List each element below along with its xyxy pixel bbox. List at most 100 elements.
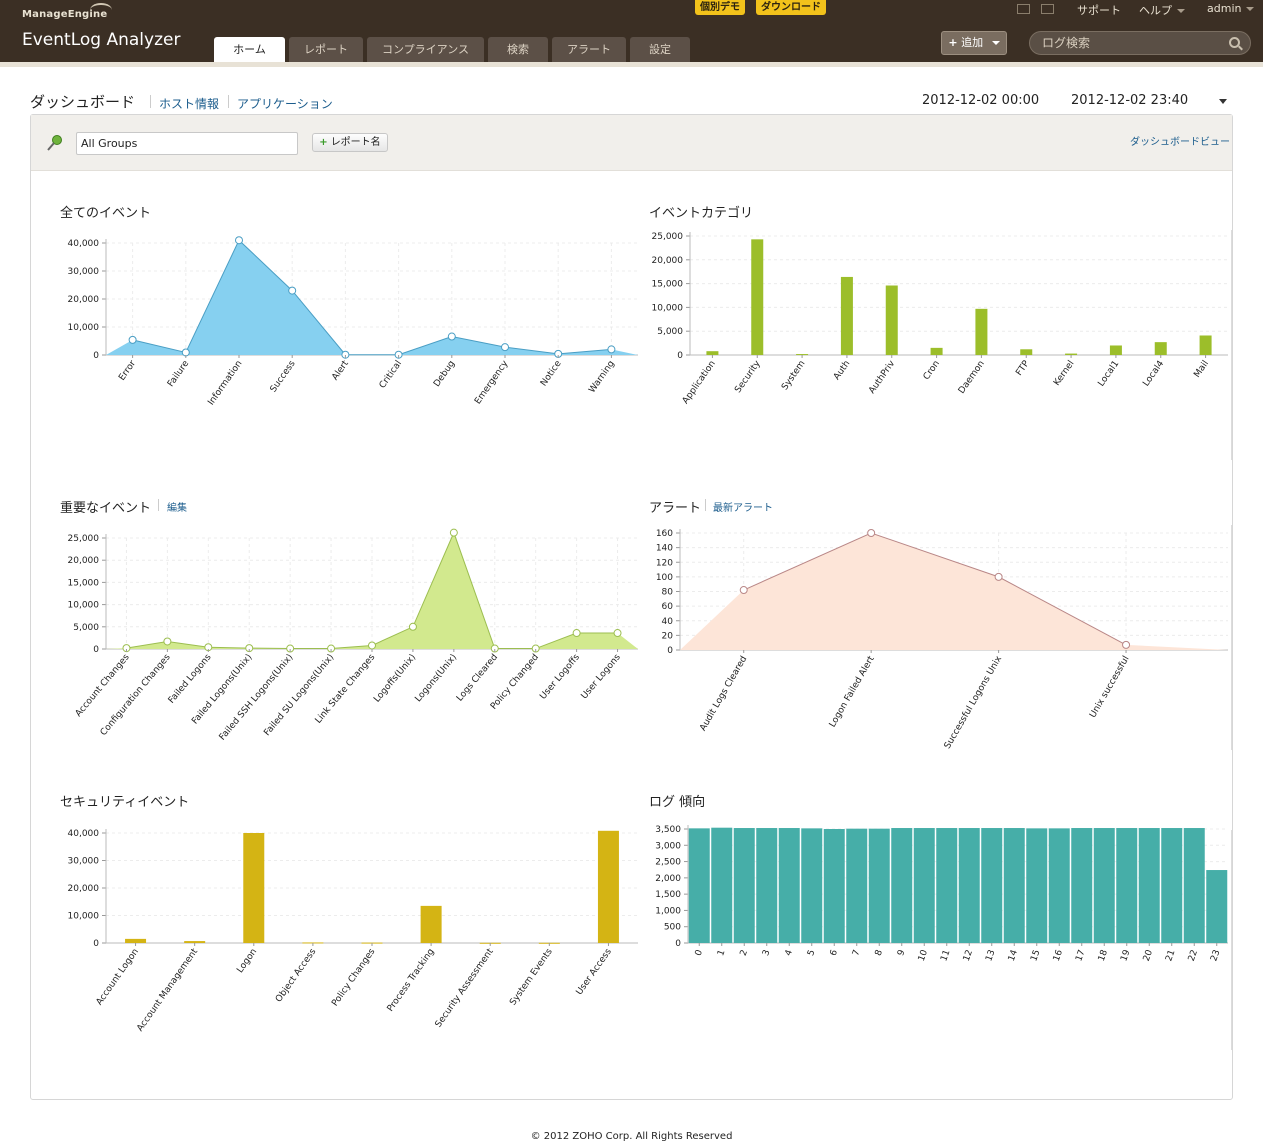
bar[interactable] [597, 830, 619, 943]
bar[interactable] [1183, 828, 1205, 943]
bar[interactable] [846, 828, 868, 943]
data-point[interactable] [607, 345, 616, 354]
bar[interactable] [868, 828, 890, 943]
latest-alerts-link[interactable]: 最新アラート [713, 503, 773, 514]
download-badge[interactable]: ダウンロード [756, 0, 826, 15]
data-point[interactable] [235, 236, 243, 245]
bar[interactable] [778, 828, 800, 943]
tab-alerts[interactable]: アラート [552, 37, 626, 62]
data-point[interactable] [994, 572, 1003, 581]
product-name[interactable]: EventLog Analyzer [22, 30, 181, 50]
bar[interactable] [958, 828, 980, 943]
bar[interactable] [184, 941, 206, 943]
data-point[interactable] [1122, 640, 1131, 649]
bar[interactable] [823, 829, 845, 943]
data-point[interactable] [128, 335, 137, 344]
window-icon[interactable] [1041, 4, 1054, 14]
bar[interactable] [913, 828, 935, 943]
tab-reports[interactable]: レポート [289, 37, 363, 62]
data-point[interactable] [572, 629, 581, 638]
tab-settings[interactable]: 設定 [630, 37, 690, 62]
data-point[interactable] [408, 622, 417, 631]
applications-link[interactable]: アプリケーション [237, 97, 333, 111]
host-info-link[interactable]: ホスト情報 [159, 97, 220, 111]
bar[interactable] [1206, 870, 1228, 943]
bar[interactable] [1161, 828, 1183, 943]
bar[interactable] [1071, 828, 1093, 943]
data-point[interactable] [181, 348, 190, 357]
bar[interactable] [1026, 828, 1048, 943]
report-name-button[interactable]: + レポート名 [312, 133, 388, 152]
bar[interactable] [936, 828, 958, 943]
bar[interactable] [796, 354, 809, 356]
bar[interactable] [751, 239, 764, 355]
bar[interactable] [1065, 353, 1078, 355]
x-tick-label: 1 [716, 949, 727, 958]
bar[interactable] [891, 828, 913, 943]
search-icon[interactable] [1229, 37, 1240, 48]
bar[interactable] [885, 285, 898, 355]
bar[interactable] [1154, 342, 1167, 355]
data-point[interactable] [501, 343, 509, 352]
bar[interactable] [930, 347, 943, 355]
data-point[interactable] [327, 644, 336, 653]
bar[interactable] [1116, 828, 1138, 943]
bar[interactable] [756, 828, 778, 943]
date-range-dropdown-icon[interactable] [1219, 99, 1227, 104]
data-point[interactable] [867, 529, 876, 537]
y-tick-label: 20,000 [68, 295, 100, 305]
bar[interactable] [1093, 828, 1115, 943]
edit-link[interactable]: 編集 [167, 503, 187, 514]
monitor-icon[interactable] [1017, 4, 1030, 14]
bar[interactable] [840, 276, 853, 355]
bar[interactable] [125, 938, 147, 943]
add-button[interactable]: + 追加 [941, 31, 1007, 55]
data-point[interactable] [394, 350, 403, 359]
bar[interactable] [711, 827, 733, 943]
bar[interactable] [1048, 828, 1070, 943]
x-tick-label: Information [206, 359, 244, 407]
bar[interactable] [420, 905, 442, 943]
support-link[interactable]: サポート [1077, 4, 1121, 17]
bar[interactable] [1199, 335, 1212, 355]
bar[interactable] [302, 942, 324, 944]
x-tick-label: Audit Logs Cleared [698, 655, 749, 733]
pin-icon[interactable] [46, 134, 64, 152]
bar[interactable] [1003, 828, 1025, 943]
data-point[interactable] [368, 641, 376, 650]
help-link[interactable]: ヘルプ [1139, 2, 1185, 18]
data-point[interactable] [163, 637, 172, 646]
group-select[interactable]: All Groups [76, 132, 298, 155]
bar[interactable] [1109, 345, 1122, 355]
dashboard-view-link[interactable]: ダッシュボードビュー [1130, 137, 1230, 148]
bar[interactable] [688, 828, 710, 943]
report-name-label: レポート名 [330, 137, 381, 148]
data-point[interactable] [286, 644, 295, 653]
bar[interactable] [975, 308, 988, 355]
log-search-input[interactable] [1042, 35, 1222, 51]
data-point[interactable] [288, 286, 297, 295]
data-point[interactable] [447, 332, 456, 341]
data-point[interactable] [341, 350, 350, 359]
date-to[interactable]: 2012-12-02 23:40 [1071, 93, 1189, 108]
x-tick-label: Critical [378, 359, 404, 391]
bar[interactable] [1138, 828, 1160, 943]
bar[interactable] [243, 833, 265, 943]
tab-search[interactable]: 検索 [488, 37, 548, 62]
tab-home[interactable]: ホーム [214, 37, 285, 62]
bar[interactable] [801, 828, 823, 943]
date-from[interactable]: 2012-12-02 00:00 [922, 93, 1040, 108]
x-tick-label: Logon [235, 947, 259, 975]
tab-compliance[interactable]: コンプライアンス [367, 37, 484, 62]
data-point[interactable] [449, 528, 458, 537]
bar[interactable] [981, 828, 1003, 943]
bar[interactable] [1020, 349, 1033, 355]
bar[interactable] [733, 828, 755, 943]
user-menu[interactable]: admin [1207, 2, 1255, 15]
bar[interactable] [706, 351, 719, 355]
data-point[interactable] [531, 644, 540, 653]
personal-demo-badge[interactable]: 個別デモ [695, 0, 745, 15]
data-point[interactable] [739, 586, 748, 595]
data-point[interactable] [613, 629, 622, 638]
data-point[interactable] [490, 644, 499, 653]
